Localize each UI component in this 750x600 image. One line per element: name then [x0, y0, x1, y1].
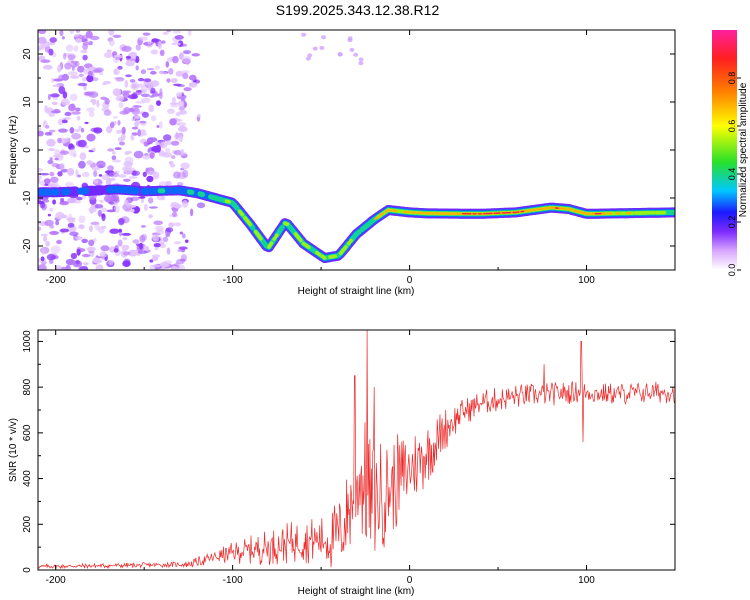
snr-frame: [37, 329, 676, 571]
colorbar: 0.0 0.2 0.4 0.6 0.8 Normalized spectral ampl…: [712, 30, 749, 276]
colorbar-tick-label: 0.8: [727, 72, 737, 85]
colorbar-label: Normalized spectral amplitude: [738, 82, 749, 217]
noise-speckle: [38, 30, 364, 270]
snr-xtick-label: -100: [223, 575, 243, 586]
colorbar-tick-label: 0.4: [727, 168, 737, 181]
colorbar-tick-label: 0.2: [727, 216, 737, 229]
snr-ylabel: SNR (10 * v/v): [8, 418, 19, 482]
snr-ytick-label: 400: [22, 470, 33, 487]
colorbar-tick-label: 0.0: [727, 264, 737, 277]
spectrogram-ytick-label: -10: [22, 190, 33, 205]
snr-xtick-label: 100: [578, 575, 595, 586]
spectrogram-xtick-label: 100: [578, 275, 595, 286]
snr-ytick-label: 0: [22, 567, 33, 573]
snr-xlabel: Height of straight line (km): [298, 586, 415, 597]
spectrogram-ytick-label: -20: [22, 238, 33, 253]
carrier-trace: [38, 184, 675, 263]
snr-xtick-label: -200: [46, 575, 66, 586]
spectrogram-xtick-label: -100: [223, 275, 243, 286]
colorbar-gradient: [712, 30, 737, 270]
spectrogram-xlabel: Height of straight line (km): [298, 286, 415, 297]
colorbar-tick-label: 0.6: [727, 120, 737, 133]
snr-xtick-label: 0: [407, 575, 413, 586]
spectrogram-xtick-label: 0: [407, 275, 413, 286]
snr-ytick-label: 1000: [22, 330, 33, 353]
spectrogram-ytick-label: 20: [22, 48, 33, 60]
spectrogram-heatmap: [38, 30, 675, 270]
snr-series-line: [38, 330, 675, 570]
page-title: S199.2025.343.12.38.R12: [275, 2, 440, 18]
spectrogram-xtick-label: -200: [46, 275, 66, 286]
snr-ytick-label: 800: [22, 378, 33, 395]
spectrogram-ytick-label: 0: [22, 147, 33, 153]
snr-ytick-label: 600: [22, 424, 33, 441]
spectrogram-ytick-label: 10: [22, 96, 33, 108]
snr-ytick-label: 200: [22, 516, 33, 533]
spectrogram-ylabel: Frequency (Hz): [8, 116, 19, 185]
